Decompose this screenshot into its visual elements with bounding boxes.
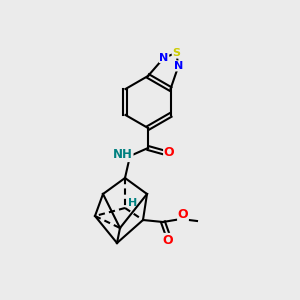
- Text: O: O: [178, 208, 188, 220]
- Text: O: O: [164, 146, 174, 160]
- Text: N: N: [159, 52, 169, 63]
- Text: NH: NH: [113, 148, 133, 161]
- Text: H: H: [128, 198, 138, 208]
- Text: S: S: [172, 48, 180, 58]
- Text: N: N: [174, 61, 183, 71]
- Text: O: O: [163, 233, 173, 247]
